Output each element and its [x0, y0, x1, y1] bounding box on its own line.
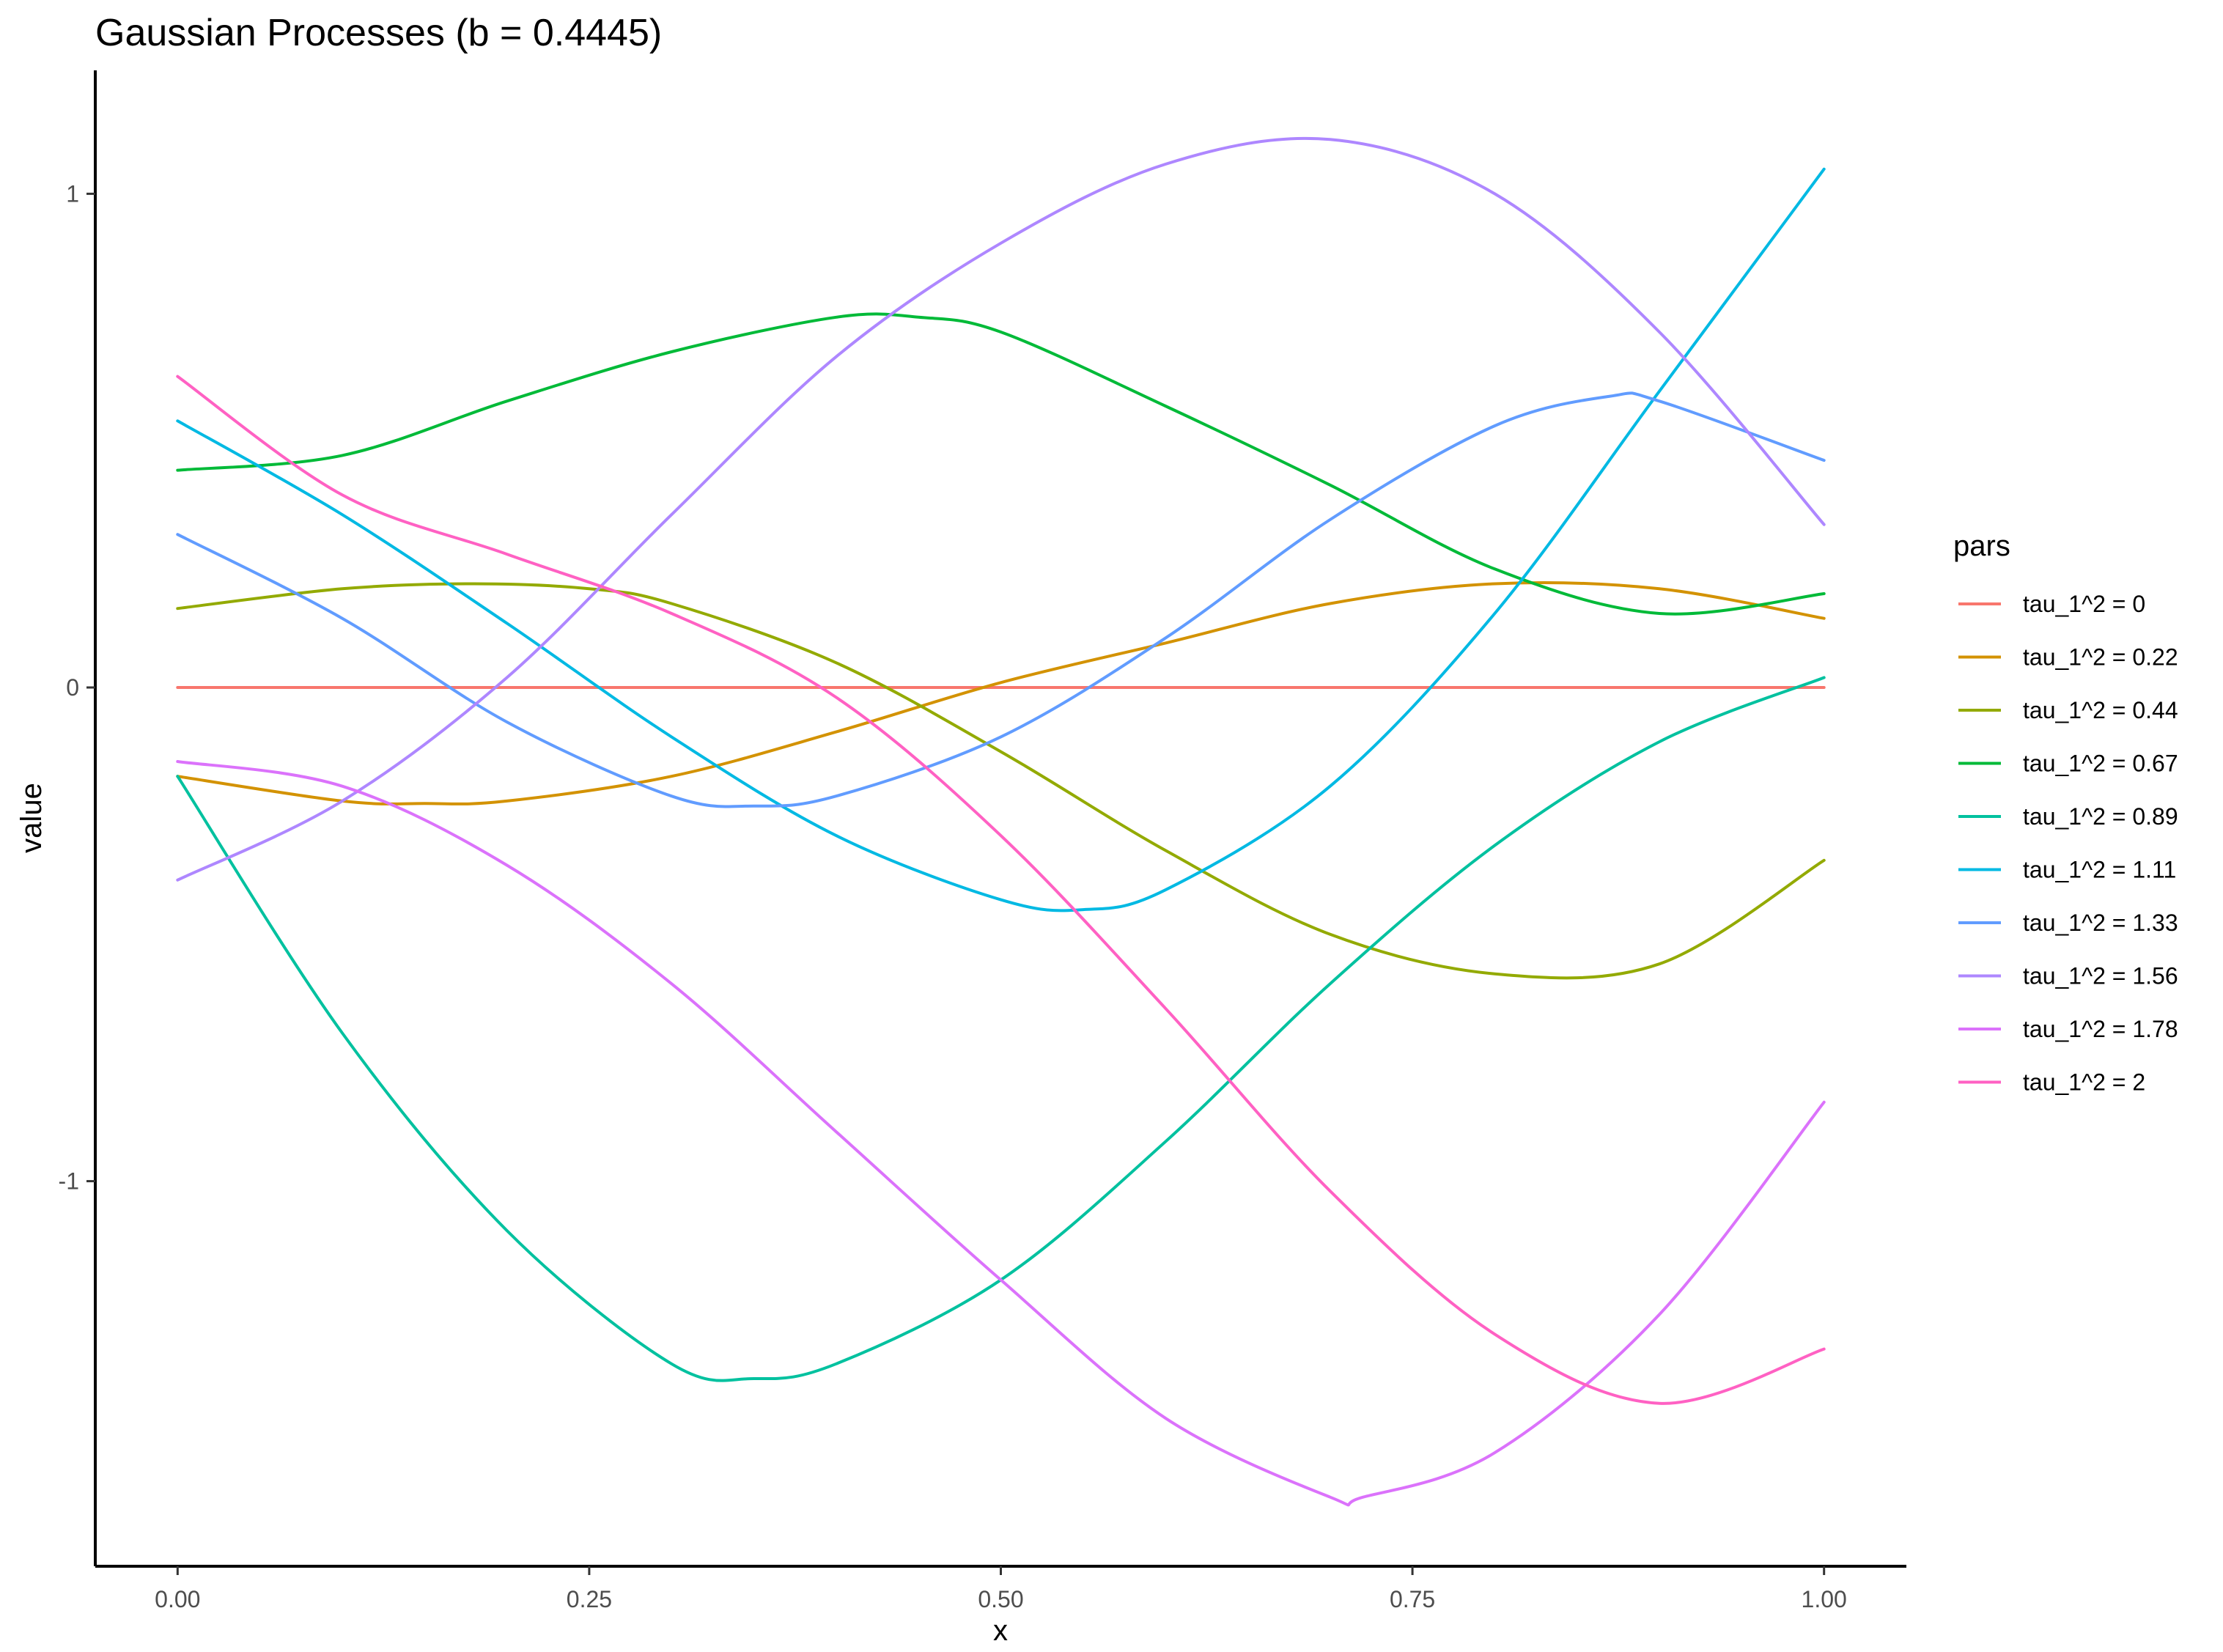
legend-label: tau_1^2 = 1.11 [2023, 857, 2176, 883]
legend-item: tau_1^2 = 0.44 [1958, 697, 2178, 723]
legend-item: tau_1^2 = 1.78 [1958, 1016, 2178, 1042]
series-line-6 [176, 391, 1826, 808]
x-tick-label: 0.50 [978, 1586, 1023, 1612]
series-line-2 [176, 582, 1826, 980]
legend-label: tau_1^2 = 0.89 [2023, 803, 2178, 830]
legend-label: tau_1^2 = 0 [2023, 591, 2145, 617]
legend-label: tau_1^2 = 0.67 [2023, 751, 2178, 777]
legend-item: tau_1^2 = 0.67 [1958, 751, 2178, 777]
legend-item: tau_1^2 = 1.33 [1958, 910, 2178, 936]
y-axis-ticks: 1 0 -1 [59, 180, 95, 1195]
chart-title: Gaussian Processes (b = 0.4445) [95, 12, 662, 54]
y-axis-title: value [15, 783, 48, 853]
legend-item: tau_1^2 = 0.22 [1958, 644, 2178, 671]
legend-label: tau_1^2 = 0.44 [2023, 697, 2178, 723]
legend-title: pars [1953, 530, 2010, 562]
y-tick-label: -1 [59, 1168, 79, 1195]
x-axis-ticks: 0.00 0.25 0.50 0.75 1.00 [155, 1566, 1847, 1612]
x-tick-label: 1.00 [1802, 1586, 1847, 1612]
y-tick-label: 0 [66, 674, 79, 701]
x-tick-label: 0.75 [1390, 1586, 1435, 1612]
legend-label: tau_1^2 = 0.22 [2023, 644, 2178, 671]
legend-item: tau_1^2 = 0 [1958, 591, 2145, 617]
legend-item: tau_1^2 = 2 [1958, 1069, 2145, 1096]
legend-items: tau_1^2 = 0 tau_1^2 = 0.22 tau_1^2 = 0.44 t… [1958, 591, 2178, 1096]
legend-label: tau_1^2 = 1.78 [2023, 1016, 2178, 1042]
series-line-3 [176, 312, 1826, 616]
series-layer [176, 136, 1826, 1507]
x-tick-label: 0.00 [155, 1586, 200, 1612]
series-line-9 [176, 375, 1826, 1405]
y-tick-label: 1 [66, 180, 79, 207]
series-line-8 [176, 760, 1826, 1507]
legend-label: tau_1^2 = 1.56 [2023, 963, 2178, 989]
series-line-5 [176, 167, 1826, 912]
x-axis-title: x [993, 1615, 1008, 1647]
legend-label: tau_1^2 = 1.33 [2023, 910, 2178, 936]
x-tick-label: 0.25 [567, 1586, 612, 1612]
series-line-4 [176, 676, 1826, 1382]
series-line-7 [176, 136, 1826, 882]
legend-item: tau_1^2 = 1.56 [1958, 963, 2178, 989]
legend-item: tau_1^2 = 1.11 [1958, 857, 2176, 883]
legend-item: tau_1^2 = 0.89 [1958, 803, 2178, 830]
legend-label: tau_1^2 = 2 [2023, 1069, 2145, 1096]
